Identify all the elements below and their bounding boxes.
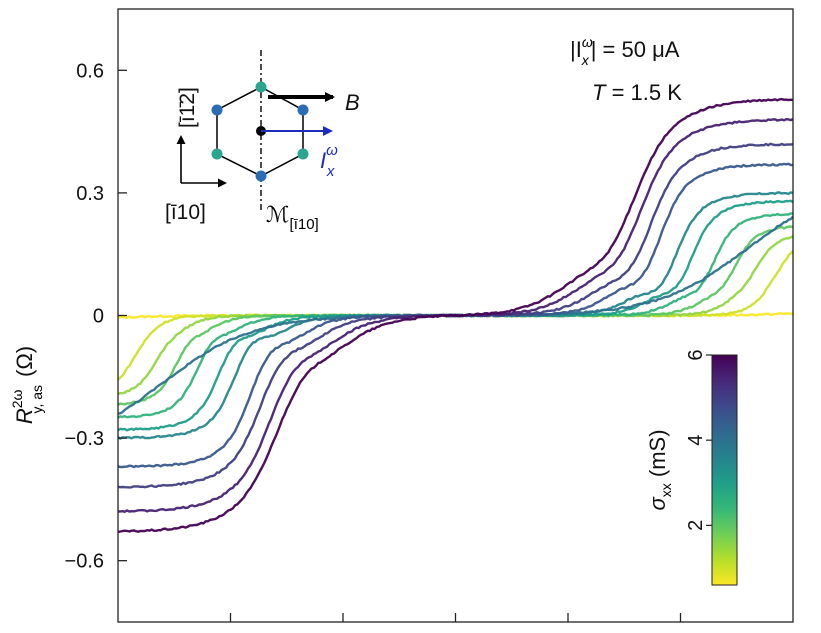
current-label-sup: ω (326, 142, 338, 159)
series-layer (117, 97, 794, 534)
series-line-sigma-5.5 (117, 117, 794, 513)
colorbar-gradient (711, 354, 738, 586)
miller-horizontal-label: [ī10] (165, 201, 206, 224)
current-label: Iω x (320, 142, 338, 180)
y-axis-unit: (Ω) (12, 346, 37, 377)
y-tick-label: −0.3 (65, 428, 104, 450)
site-lower-left (211, 148, 223, 160)
temperature-symbol: T (592, 80, 607, 105)
y-tick-label: 0 (93, 306, 104, 328)
colorbar-symbol: σ (645, 497, 670, 511)
mirror-sub: [ī10] (290, 216, 319, 233)
current-suffix: | = 50 μA (591, 37, 680, 62)
site-upper-right (297, 104, 309, 116)
mirror-label: ℳ[ī10] (266, 202, 319, 233)
temperature-annotation: T = 1.5 K (592, 80, 682, 105)
colorbar-tick-label: 4 (685, 435, 707, 446)
current-label-symbol: I (320, 148, 326, 173)
site-bottom (255, 170, 267, 182)
y-axis-label: R2ω y, as (Ω) (9, 346, 45, 424)
colorbar: 2 4 6 σxx (mS) (645, 349, 738, 586)
miller-vertical-label: [ī1̄2] (176, 87, 199, 128)
axis-layer: 0.6 0.3 0 −0.3 −0.6 (65, 60, 682, 622)
y-axis-superscript: 2ω (9, 389, 25, 408)
colorbar-tick-label: 6 (685, 349, 707, 360)
site-top (255, 81, 267, 93)
colorbar-ticks: 2 4 6 (685, 349, 712, 531)
colorbar-unit: (mS) (645, 429, 670, 483)
y-tick-label: −0.6 (65, 551, 104, 573)
y-tick-label: 0.3 (76, 183, 104, 205)
current-prefix: |I (570, 37, 582, 62)
series-line-sigma-6 (117, 97, 794, 534)
site-upper-left (211, 104, 223, 116)
colorbar-sub: xx (658, 483, 674, 497)
inset-diagram: B Iω x [ī1̄2] [ī10] ℳ[ī10] (165, 50, 360, 233)
current-sup: ω (582, 34, 593, 50)
mirror-symbol: ℳ (266, 202, 290, 227)
field-label: B (345, 90, 360, 115)
y-tick-label: 0.6 (76, 60, 104, 82)
site-lower-right (297, 148, 309, 160)
y-axis-subscript: y, as (29, 385, 45, 414)
current-label-sub: x (326, 163, 335, 180)
current-sub: x (581, 52, 590, 68)
temperature-value: = 1.5 K (605, 80, 682, 105)
colorbar-tick-label: 2 (685, 520, 707, 531)
y-axis-symbol: R (12, 408, 37, 424)
colorbar-label: σxx (mS) (645, 429, 674, 510)
current-annotation: |Iω x| = 50 μA (570, 34, 680, 68)
